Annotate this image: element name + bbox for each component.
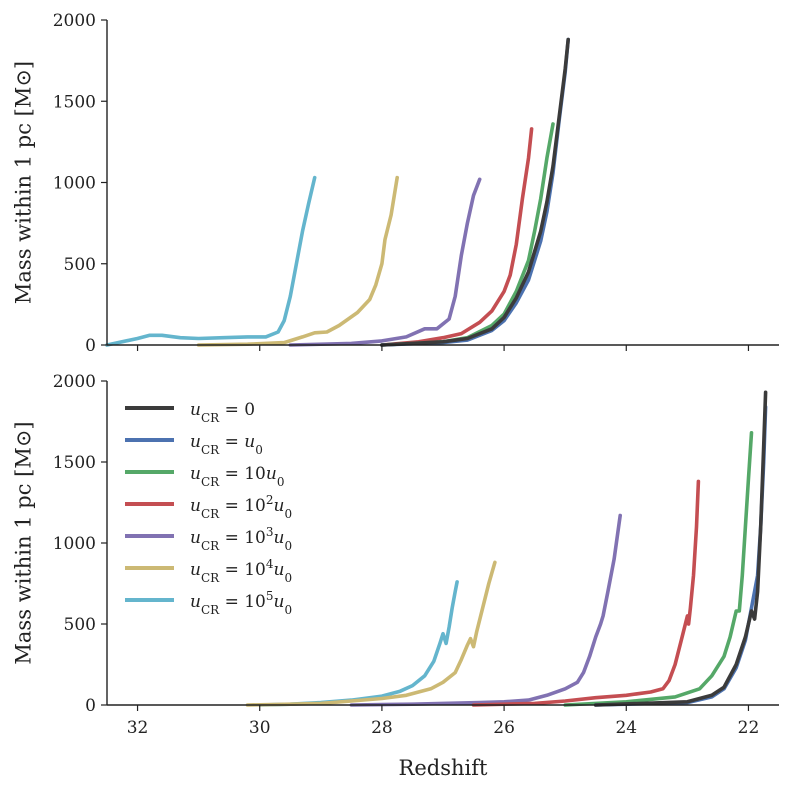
series-line [196,175,399,347]
y-tick-label: 500 [64,255,96,275]
series-line [288,177,482,347]
x-tick-label: 26 [493,718,515,738]
y-tick-label: 1500 [53,92,96,112]
series-line [380,127,534,347]
bottom-panel: 0 500 1000 1500 2000 32 30 28 26 24 22 Mass within… [11,372,779,780]
legend-label: uCR = 105u0 [190,589,292,617]
bottom-ticks: 0 500 1000 1500 2000 32 30 28 26 24 22 [53,372,760,738]
legend-label: uCR = 103u0 [190,525,292,553]
y-tick-label: 2000 [53,372,96,392]
x-tick-label: 24 [615,718,637,738]
top-ticks: 0 500 1000 1500 2000 [53,11,750,356]
bottom-y-axis-label: Mass within 1 pc [M⊙] [11,421,35,664]
top-panel: 0 500 1000 1500 2000 Mass within 1 pc [M⊙] [11,11,779,356]
legend-label: uCR = u0 [190,432,263,457]
legend-label: uCR = 102u0 [190,493,292,521]
series-line [105,175,317,347]
x-tick-label: 30 [249,718,271,738]
series-line [245,560,497,707]
legend: uCR = 0 uCR = u0 uCR = 10u0 uCR = 102u0 uCR … [125,400,292,617]
top-y-axis-label: Mass within 1 pc [M⊙] [11,61,35,304]
series-line [593,390,768,707]
series-line [257,580,459,707]
x-tick-label: 32 [127,718,149,738]
y-tick-label: 0 [85,336,96,356]
bottom-series [245,390,768,707]
series-line [593,405,768,707]
top-axes: 0 500 1000 1500 2000 [53,11,779,356]
series-line [380,37,570,347]
y-tick-label: 1500 [53,453,96,473]
series-line [349,513,622,707]
legend-label: uCR = 0 [190,400,255,425]
bottom-axes: 0 500 1000 1500 2000 32 30 28 26 24 22 [53,372,779,738]
series-line [563,431,754,707]
y-tick-label: 500 [64,615,96,635]
top-series [105,37,570,347]
y-tick-label: 1000 [53,174,96,194]
x-axis-label: Redshift [399,756,488,780]
x-tick-label: 28 [371,718,393,738]
legend-label: uCR = 10u0 [190,464,284,489]
series-line [471,479,701,707]
y-tick-label: 0 [85,696,96,716]
y-tick-label: 2000 [53,11,96,31]
x-tick-label: 22 [738,718,760,738]
y-tick-label: 1000 [53,534,96,554]
legend-label: uCR = 104u0 [190,557,292,585]
